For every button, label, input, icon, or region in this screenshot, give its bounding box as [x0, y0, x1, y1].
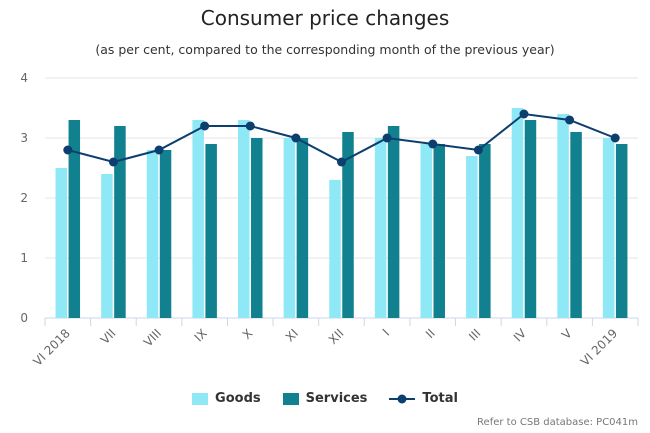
point-total: [291, 133, 301, 143]
legend-item-goods[interactable]: Goods: [192, 391, 261, 406]
bar-services: [296, 138, 309, 318]
point-total: [245, 121, 255, 131]
x-tick-label: VI 2018: [30, 326, 73, 369]
x-tick-label: VI 2019: [578, 326, 621, 369]
bar-services: [524, 120, 537, 318]
x-tick-label: IV: [511, 326, 530, 345]
x-tick-label: XI: [283, 326, 301, 344]
y-tick-label: 3: [20, 131, 28, 145]
point-total: [337, 157, 346, 167]
bar-goods: [238, 120, 250, 318]
bar-services: [251, 138, 263, 318]
bar-services: [114, 126, 126, 318]
chart-subtitle: (as per cent, compared to the correspond…: [95, 42, 555, 57]
bar-goods: [374, 138, 387, 318]
bar-goods: [146, 150, 159, 318]
x-tick-label: XII: [326, 326, 347, 347]
bar-services: [387, 126, 400, 318]
legend-item-services[interactable]: Services: [282, 391, 368, 406]
x-tick-label: IX: [192, 326, 210, 344]
bar-services: [342, 132, 354, 318]
x-tick-label: V: [559, 326, 575, 342]
bar-goods: [329, 180, 341, 318]
legend-swatch-services: [282, 392, 299, 405]
x-tick-label: III: [466, 326, 483, 343]
y-tick-label: 2: [20, 191, 28, 205]
bar-services: [159, 150, 172, 318]
bar-services: [479, 144, 491, 318]
x-tick-label: VIII: [141, 326, 164, 349]
bar-goods: [420, 144, 432, 318]
bar-services: [433, 144, 445, 318]
x-tick-label: X: [240, 326, 256, 342]
bar-goods: [55, 168, 68, 318]
bar-services: [615, 144, 628, 318]
bar-goods: [557, 114, 569, 318]
y-tick-label: 1: [20, 251, 28, 265]
point-total: [519, 109, 529, 119]
x-tick-label: I: [380, 326, 392, 338]
point-total: [200, 121, 210, 131]
bar-services: [68, 120, 81, 318]
point-total: [154, 145, 164, 155]
y-tick-label: 4: [20, 71, 28, 85]
chart-title: Consumer price changes: [200, 6, 450, 30]
point-total: [610, 133, 620, 143]
legend-label-total: Total: [422, 391, 458, 406]
bar-services: [205, 144, 217, 318]
bar-goods: [466, 156, 478, 318]
point-total: [108, 157, 118, 167]
x-tick-label: II: [423, 326, 438, 341]
bar-services: [570, 132, 582, 318]
legend-label-goods: Goods: [215, 391, 261, 406]
bar-goods: [101, 174, 113, 318]
point-total: [565, 115, 575, 125]
bar-goods: [283, 138, 296, 318]
bar-goods: [192, 120, 204, 318]
point-total: [428, 139, 438, 149]
bar-goods: [602, 138, 615, 318]
chart-legend: Goods Services Total: [0, 391, 650, 406]
bar-goods: [511, 108, 524, 318]
legend-marker-total: [389, 394, 416, 403]
y-tick-label: 0: [20, 311, 28, 325]
legend-swatch-goods: [192, 392, 209, 405]
point-total: [63, 145, 73, 155]
x-tick-label: VII: [98, 326, 119, 347]
credit-link[interactable]: Refer to CSB database: PC041m: [477, 417, 638, 428]
legend-item-total[interactable]: Total: [389, 391, 458, 406]
point-total: [382, 133, 392, 143]
legend-label-services: Services: [305, 391, 368, 406]
point-total: [473, 145, 483, 155]
